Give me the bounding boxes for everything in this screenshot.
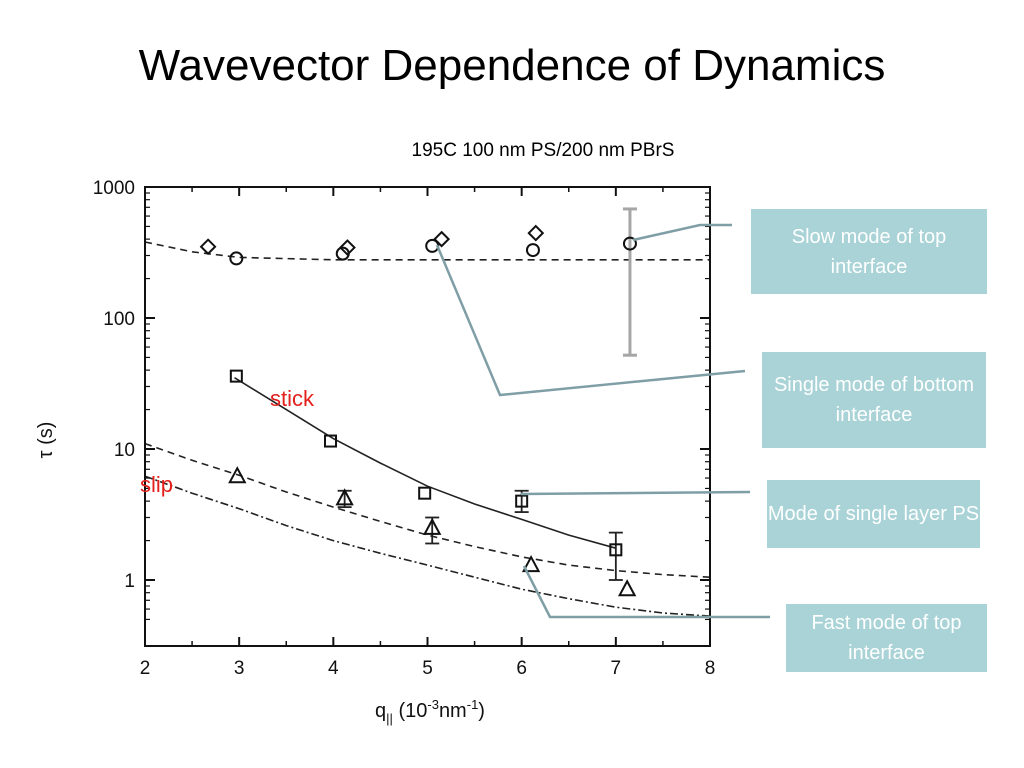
data-point-square [229, 369, 243, 383]
x-tick-label: 3 [234, 658, 245, 679]
data-point-square [418, 486, 432, 500]
data-point-circle [622, 236, 637, 251]
data-point-square [609, 543, 623, 557]
callout-text: Single mode of bottom interface [773, 374, 975, 426]
callout-leader-line [520, 490, 751, 496]
tick-labels: 2 3 4 5 6 7 8 1 10 100 1000 [93, 178, 716, 679]
stick-annotation: stick [270, 386, 314, 411]
callout-fast-mode-top: Fast mode of top interface [786, 604, 987, 672]
fit-curves [144, 241, 711, 617]
fit-curve-solid [234, 377, 617, 549]
data-points [199, 224, 637, 597]
callout-slow-mode-top: Slow mode of top interface [751, 209, 987, 294]
data-point-circle [335, 246, 350, 261]
slip-annotation: slip [140, 472, 174, 497]
data-point-circle [525, 243, 540, 258]
data-point-diamond [339, 239, 356, 256]
data-point-triangle [617, 579, 637, 597]
y-axis-label: τ (s) [35, 422, 57, 459]
x-tick-label: 5 [422, 658, 433, 679]
callout-leader-lines [435, 223, 770, 619]
x-axis-label: q|| (10-3nm-1) [375, 697, 485, 726]
x-tick-label: 8 [705, 658, 716, 679]
y-tick-label: 100 [103, 309, 135, 330]
data-point-square [515, 494, 529, 508]
data-point-triangle [228, 466, 247, 484]
fit-curve-dashdot [144, 475, 711, 617]
data-point-circle [229, 251, 244, 266]
data-point-square [324, 434, 338, 448]
data-point-triangle [335, 488, 354, 506]
error-bars [337, 207, 637, 581]
fit-curve-dashed [144, 442, 711, 578]
y-tick-label: 1 [124, 571, 135, 592]
y-tick-label: 10 [114, 440, 135, 461]
x-tick-label: 4 [328, 658, 339, 679]
callout-leader-line [632, 223, 732, 242]
y-tick-label: 1000 [93, 178, 135, 199]
data-point-triangle [521, 554, 541, 573]
data-point-diamond [199, 238, 217, 256]
data-point-diamond [527, 224, 545, 242]
callout-text: Mode of single layer PS [767, 503, 980, 525]
callout-leader-line [435, 244, 746, 397]
callout-leader-line [522, 565, 770, 619]
data-point-diamond [433, 230, 451, 248]
callout-single-layer-ps: Mode of single layer PS [767, 480, 980, 548]
chart-subtitle: 195C 100 nm PS/200 nm PBrS [411, 140, 675, 161]
callout-single-mode-bottom: Single mode of bottom interface [762, 352, 986, 448]
axes [144, 186, 711, 647]
data-point-triangle [423, 517, 442, 535]
callout-text: Fast mode of top interface [811, 612, 962, 664]
slide-title: Wavevector Dependence of Dynamics [138, 41, 886, 90]
callout-text: Slow mode of top interface [791, 225, 947, 278]
x-tick-label: 7 [611, 658, 622, 679]
fit-curve-dashed [144, 241, 710, 261]
x-tick-label: 2 [140, 658, 151, 679]
x-tick-label: 6 [516, 658, 527, 679]
